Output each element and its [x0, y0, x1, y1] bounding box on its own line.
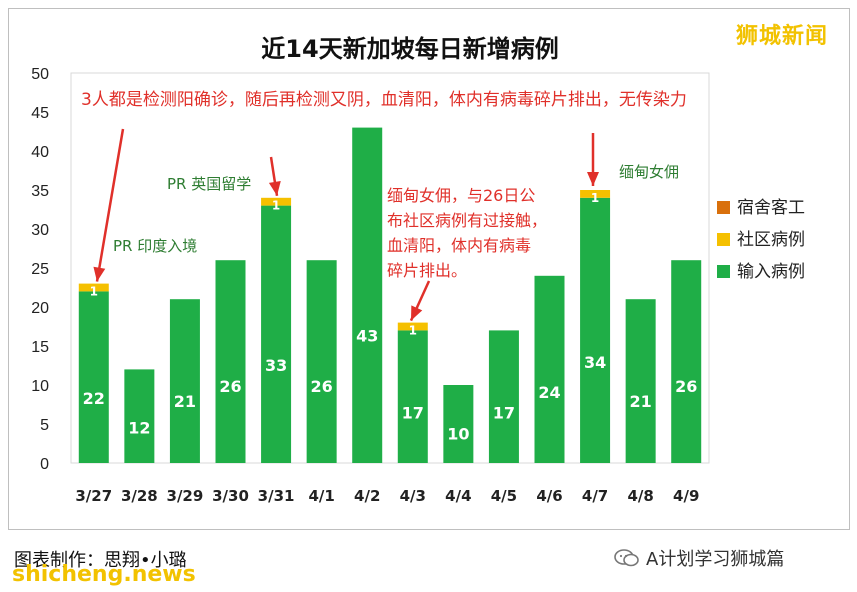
- x-tick-label: 4/1: [308, 487, 334, 505]
- x-tick-label: 4/9: [673, 487, 699, 505]
- data-label-community: 1: [591, 191, 599, 205]
- data-label-imported: 17: [493, 404, 515, 423]
- annotation-3-31: PR 英国留学: [167, 175, 251, 193]
- annotation-4-3-line: 缅甸女佣，与26日公: [387, 186, 535, 205]
- bar-imported: [169, 299, 200, 463]
- bar-imported: [261, 205, 292, 463]
- data-label-imported: 21: [630, 392, 652, 411]
- y-tick-label: 15: [31, 339, 49, 356]
- bar-imported: [534, 275, 565, 463]
- x-tick-label: 4/4: [445, 487, 471, 505]
- annotation-4-3-line: 血清阳，体内有病毒: [387, 236, 531, 255]
- data-label-imported: 33: [265, 356, 287, 375]
- data-label-imported: 26: [311, 377, 333, 396]
- bar-imported: [671, 260, 702, 463]
- x-tick-label: 3/30: [212, 487, 249, 505]
- bar-imported: [352, 127, 383, 463]
- y-tick-label: 10: [31, 378, 49, 395]
- data-label-imported: 34: [584, 353, 606, 372]
- bar-imported: [580, 197, 611, 464]
- bar-community: [261, 197, 292, 206]
- annotation-arrowhead: [93, 266, 106, 282]
- chart-title: 近14天新加坡每日新增病例: [261, 35, 558, 63]
- x-tick-label: 3/28: [121, 487, 158, 505]
- y-tick-label: 30: [31, 222, 49, 239]
- legend-swatch: [717, 201, 730, 214]
- wechat-label: A计划学习狮城篇: [646, 549, 785, 570]
- wechat-account: A计划学习狮城篇: [614, 545, 784, 571]
- legend-swatch: [717, 265, 730, 278]
- y-tick-label: 50: [31, 66, 49, 83]
- x-tick-label: 3/31: [258, 487, 295, 505]
- y-tick-label: 0: [40, 456, 49, 473]
- bar-community: [580, 190, 611, 198]
- data-label-community: 1: [90, 284, 98, 298]
- wechat-icon: [614, 549, 639, 567]
- x-tick-label: 4/7: [582, 487, 608, 505]
- annotation-4-3-line: 布社区病例有过接触，: [387, 211, 547, 230]
- bar-community: [397, 322, 428, 331]
- y-tick-label: 45: [31, 105, 49, 122]
- x-tick-label: 4/3: [400, 487, 426, 505]
- bar-imported: [443, 385, 474, 463]
- data-label-imported: 21: [174, 392, 196, 411]
- y-tick-label: 35: [31, 183, 49, 200]
- y-tick-label: 20: [31, 300, 49, 317]
- data-label-imported: 43: [356, 327, 378, 346]
- data-label-imported: 12: [128, 418, 150, 437]
- x-tick-label: 4/2: [354, 487, 380, 505]
- bar-imported: [625, 299, 656, 463]
- y-tick-label: 40: [31, 144, 49, 161]
- annotation-3-27: PR 印度入境: [113, 237, 197, 255]
- bar-imported: [78, 291, 109, 463]
- brand-label: 狮城新闻: [736, 24, 829, 49]
- legend-label: 宿舍客工: [737, 198, 805, 218]
- annotation-4-7: 缅甸女佣: [619, 163, 679, 181]
- x-tick-label: 4/8: [627, 487, 653, 505]
- bar-imported: [488, 330, 519, 463]
- annotation-top: 3人都是检测阳确诊，随后再检测又阴，血清阳，体内有病毒碎片排出，无传染力: [81, 90, 687, 110]
- chart-credit: 图表制作：思翔•小璐: [14, 550, 187, 571]
- x-tick-label: 4/6: [536, 487, 562, 505]
- data-label-imported: 10: [447, 424, 469, 443]
- annotation-arrowhead: [268, 181, 281, 196]
- y-tick-label: 25: [31, 261, 49, 278]
- chart-frame: 近14天新加坡每日新增病例 0 5 10 15 20 25 30 35 40 45 50 22 1 3/27…: [8, 8, 850, 530]
- data-label-imported: 24: [538, 383, 560, 402]
- bar-imported: [124, 369, 155, 463]
- data-label-imported: 17: [402, 404, 424, 423]
- x-tick-label: 3/29: [167, 487, 204, 505]
- bar-imported: [397, 330, 428, 463]
- data-label-imported: 26: [675, 377, 697, 396]
- annotation-arrowhead: [587, 172, 599, 186]
- annotation-4-3-line: 碎片排出。: [387, 261, 467, 280]
- plot-area: [70, 72, 710, 464]
- bar-community: [78, 283, 109, 292]
- x-tick-label: 4/5: [491, 487, 517, 505]
- legend-label: 输入病例: [737, 262, 805, 282]
- legend-swatch: [717, 233, 730, 246]
- bar-imported: [215, 260, 246, 463]
- data-label-community: 1: [409, 323, 417, 337]
- y-tick-label: 5: [40, 417, 49, 434]
- annotation-arrow: [95, 128, 125, 282]
- x-tick-label: 3/27: [75, 487, 112, 505]
- annotation-arrowhead: [411, 305, 423, 321]
- legend-label: 社区病例: [737, 230, 805, 250]
- data-label-imported: 26: [219, 377, 241, 396]
- data-label-imported: 22: [83, 389, 105, 408]
- bar-imported: [306, 260, 337, 463]
- watermark-site: shicheng.news: [12, 562, 196, 587]
- bar-chart: 近14天新加坡每日新增病例 0 5 10 15 20 25 30 35 40 45 50 22 1 3/27…: [31, 35, 805, 505]
- data-label-community: 1: [272, 199, 280, 213]
